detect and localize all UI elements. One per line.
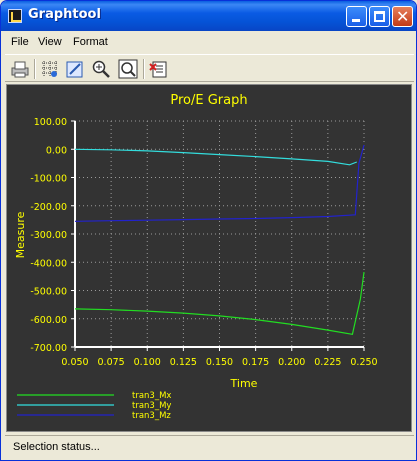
x-tick-label: 0.125 <box>170 357 197 368</box>
chart-grid <box>75 120 365 347</box>
export-icon <box>149 61 167 78</box>
chart-series <box>74 144 365 335</box>
chart-title: Pro/E Graph <box>170 93 247 108</box>
legend-label: tran3_Mx <box>132 391 171 401</box>
y-tick-label: -300.00 <box>30 230 67 241</box>
menu-file[interactable]: File <box>11 36 29 48</box>
series-line-tran3_Mx <box>74 272 365 335</box>
graph-panel[interactable]: Pro/E Graph 100.00 0.00 -100.00 -200.00 -300… <box>6 84 412 432</box>
menu-format[interactable]: Format <box>73 36 108 48</box>
graph-app-icon <box>8 9 22 23</box>
minimize-icon <box>352 19 360 22</box>
y-tick-label: -600.00 <box>30 315 67 326</box>
export-button[interactable] <box>148 58 170 80</box>
edit-graph-icon <box>66 61 83 78</box>
maximize-button[interactable] <box>369 6 390 27</box>
chart-axes <box>71 120 365 351</box>
x-tick-label: 0.175 <box>242 357 269 368</box>
window-title: Graphtool <box>28 7 101 22</box>
x-tick-label: 0.050 <box>61 357 88 368</box>
y-tick-label: -700.00 <box>30 343 67 354</box>
toolbar-separator <box>143 59 145 79</box>
y-tick-label: -400.00 <box>30 258 67 269</box>
grid-button[interactable] <box>39 58 61 80</box>
y-axis-ticks: 100.00 0.00 -100.00 -200.00 -300.00 -400.00 -5… <box>30 117 67 354</box>
title-bar[interactable]: Graphtool ✕ <box>1 1 416 31</box>
zoom-fit-button[interactable] <box>117 58 139 80</box>
print-icon <box>11 61 29 78</box>
close-icon: ✕ <box>396 7 410 26</box>
grid-icon <box>42 61 58 77</box>
zoom-in-button[interactable] <box>90 58 112 80</box>
series-line-tran3_My <box>74 148 358 166</box>
x-tick-label: 0.150 <box>206 357 233 368</box>
close-button[interactable]: ✕ <box>392 6 413 27</box>
series-line-tran3_Mz <box>74 144 365 222</box>
y-tick-label: 100.00 <box>34 117 67 128</box>
menu-bar: File View Format <box>5 33 414 53</box>
x-axis-label: Time <box>230 377 258 390</box>
toolbar <box>5 54 414 82</box>
y-tick-label: -200.00 <box>30 202 67 213</box>
maximize-icon <box>374 11 385 22</box>
y-tick-label: 0.00 <box>46 145 67 156</box>
graph-chart[interactable]: Pro/E Graph 100.00 0.00 -100.00 -200.00 -300… <box>7 85 411 431</box>
status-text: Selection status... <box>13 441 100 453</box>
edit-graph-button[interactable] <box>64 58 86 80</box>
minimize-button[interactable] <box>346 6 367 27</box>
x-tick-label: 0.075 <box>98 357 125 368</box>
status-bar: Selection status... <box>5 435 414 457</box>
legend-label: tran3_My <box>132 401 171 411</box>
toolbar-separator <box>34 59 36 79</box>
x-tick-label: 0.100 <box>134 357 161 368</box>
x-axis-ticks: 0.050 0.075 0.100 0.125 0.150 0.175 0.200 0.225… <box>61 357 377 368</box>
y-tick-label: -100.00 <box>30 174 67 185</box>
legend-label: tran3_Mz <box>132 411 171 421</box>
y-axis-label: Measure <box>14 211 27 258</box>
x-tick-label: 0.250 <box>350 357 377 368</box>
zoom-fit-icon <box>118 59 138 79</box>
x-tick-label: 0.200 <box>278 357 305 368</box>
print-button[interactable] <box>9 58 31 80</box>
menu-view[interactable]: View <box>38 36 62 48</box>
y-tick-label: -500.00 <box>30 287 67 298</box>
x-tick-label: 0.225 <box>314 357 341 368</box>
zoom-in-icon <box>92 60 110 78</box>
